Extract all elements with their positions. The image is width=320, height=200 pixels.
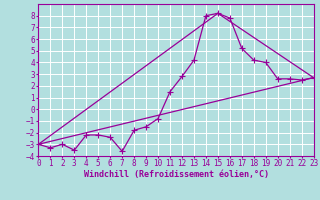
X-axis label: Windchill (Refroidissement éolien,°C): Windchill (Refroidissement éolien,°C) [84,170,268,179]
